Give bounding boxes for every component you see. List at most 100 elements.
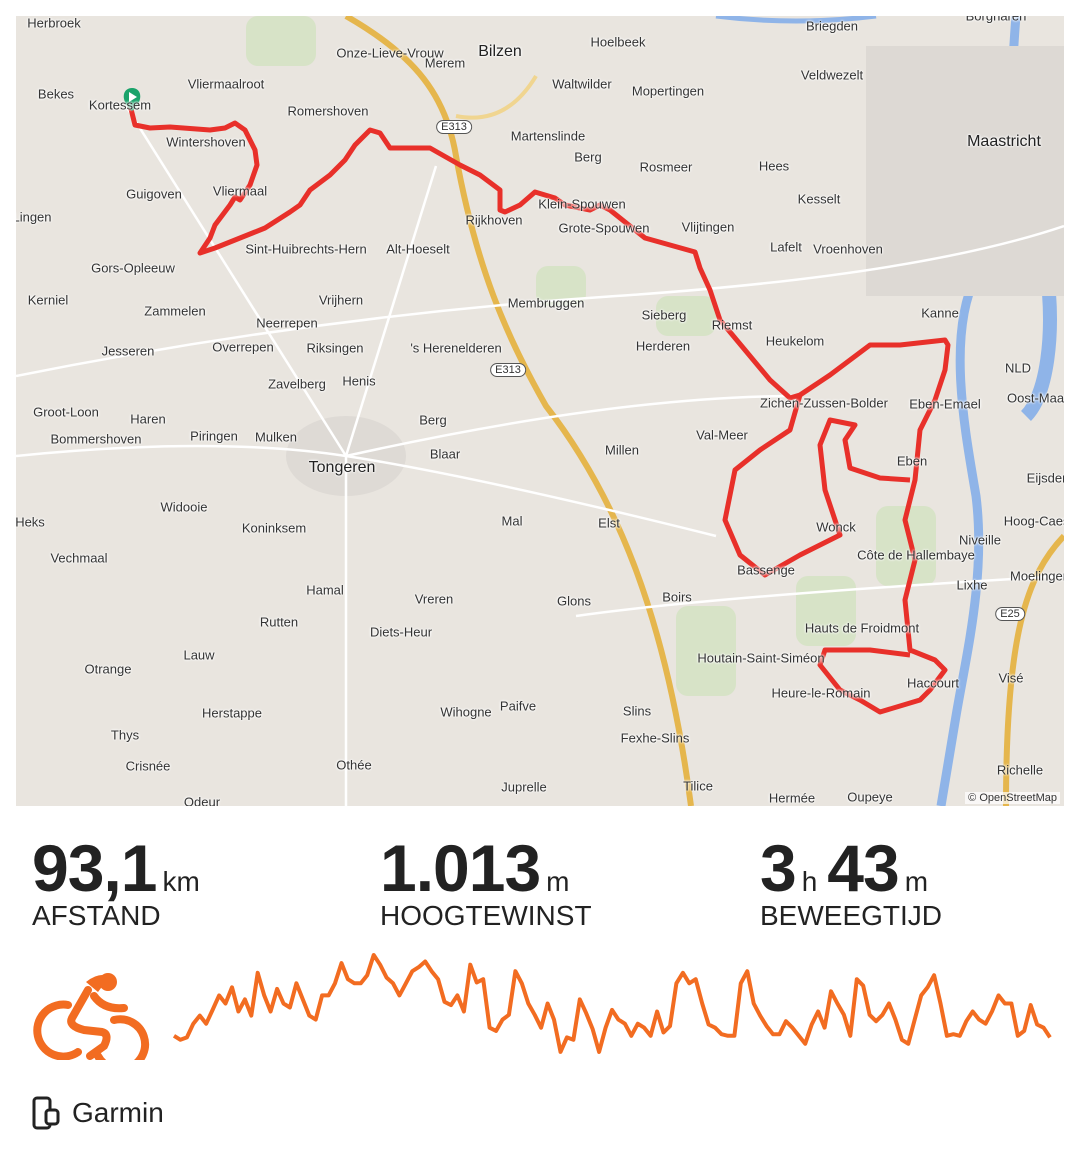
place-label: Vlijtingen bbox=[681, 219, 735, 235]
place-label: Gors-Opleeuw bbox=[91, 260, 175, 276]
place-label: Richelle bbox=[996, 762, 1044, 778]
forest-area bbox=[676, 606, 736, 696]
place-label: Sint-Huibrechts-Hern bbox=[245, 241, 367, 257]
route-map[interactable]: Herbroek Bekes Kortessem Vliermaalroot Onze-… bbox=[16, 16, 1064, 806]
place-label: Bekes bbox=[37, 86, 75, 102]
place-label: Onze-Lieve-Vrouw bbox=[336, 45, 444, 61]
place-label: Rosmeer bbox=[639, 159, 693, 175]
place-label: NLD bbox=[1004, 360, 1032, 376]
place-label: Overrepen bbox=[212, 339, 274, 355]
place-label: Waltwilder bbox=[552, 76, 612, 92]
place-label: Odeur bbox=[183, 794, 221, 807]
place-label: Piringen bbox=[190, 428, 238, 444]
place-label: Vliermaal bbox=[212, 183, 268, 199]
place-label: Mal bbox=[501, 513, 523, 529]
place-label: Othée bbox=[336, 757, 372, 773]
place-label: Haren bbox=[130, 411, 166, 427]
road-shield: E313 bbox=[490, 363, 526, 377]
place-label: Juprelle bbox=[501, 779, 547, 795]
route-line bbox=[722, 394, 911, 578]
place-label: Kerniel bbox=[27, 292, 69, 308]
road bbox=[16, 224, 1064, 378]
road-shield: E25 bbox=[995, 607, 1025, 621]
place-label: Riemst bbox=[711, 317, 753, 333]
place-label: Herbroek bbox=[27, 16, 81, 31]
place-label: Grote-Spouwen bbox=[558, 220, 650, 236]
place-label: Tilice bbox=[683, 778, 713, 794]
place-label: Heure-le-Romain bbox=[771, 685, 871, 701]
place-label: Bassenge bbox=[737, 562, 795, 578]
place-label: Haccourt bbox=[906, 675, 960, 691]
forest-area bbox=[536, 266, 586, 306]
place-label: Mulken bbox=[255, 429, 297, 445]
place-label: Martenslinde bbox=[510, 128, 586, 144]
place-label: Val-Meer bbox=[696, 427, 748, 443]
map-canvas bbox=[16, 16, 1064, 806]
place-label: Neerrepen bbox=[256, 315, 318, 331]
road bbox=[575, 574, 1064, 618]
road bbox=[455, 74, 538, 120]
place-label: Millen bbox=[605, 442, 639, 458]
place-label: Blaar bbox=[429, 446, 461, 462]
place-label: Thys bbox=[110, 727, 140, 743]
place-label: Niveille bbox=[959, 532, 1001, 548]
place-label: Oupeye bbox=[847, 789, 893, 805]
road-shield: E313 bbox=[436, 120, 472, 134]
place-label: Slins bbox=[622, 703, 652, 719]
forest-area bbox=[656, 296, 716, 336]
place-label: Berg bbox=[574, 149, 602, 165]
place-label: Berg bbox=[419, 412, 447, 428]
place-label: Sieberg bbox=[641, 307, 687, 323]
place-label: Briegden bbox=[805, 18, 859, 34]
place-label: Kortessem bbox=[88, 97, 152, 113]
place-label: Vreren bbox=[414, 591, 454, 607]
stat-moving-time: 3 h 43 m BEWEEGTIJD bbox=[760, 831, 943, 931]
place-label: Vroenhoven bbox=[813, 241, 883, 257]
place-label: Elst bbox=[598, 515, 620, 531]
place-label: Riksingen bbox=[306, 340, 364, 356]
place-label: Henis bbox=[342, 373, 376, 389]
place-label: Maastricht bbox=[967, 133, 1041, 150]
play-icon bbox=[129, 92, 137, 102]
device-name: Garmin bbox=[72, 1097, 164, 1128]
road bbox=[344, 165, 438, 457]
place-label: Lafelt bbox=[770, 239, 802, 255]
road bbox=[345, 394, 797, 458]
place-label: Bommershoven bbox=[50, 431, 142, 447]
place-label: Hees bbox=[758, 158, 790, 174]
urban-area bbox=[866, 46, 1064, 296]
place-label: Mopertingen bbox=[631, 83, 705, 99]
map-attribution[interactable]: © OpenStreetMap bbox=[965, 792, 1060, 804]
place-label: Hoelbeek bbox=[590, 34, 646, 50]
place-label: Guigoven bbox=[126, 186, 182, 202]
elevation-profile bbox=[172, 953, 1052, 1054]
place-label: Côte de Hallembaye bbox=[857, 547, 975, 563]
place-label: Klein-Spouwen bbox=[538, 196, 626, 212]
place-label: Kesselt bbox=[797, 191, 841, 207]
place-label: Borgharen bbox=[965, 16, 1027, 24]
place-label: Eijsden bbox=[1026, 470, 1064, 486]
place-label: Rijkhoven bbox=[465, 212, 523, 228]
place-label: Membruggen bbox=[507, 295, 585, 311]
place-label: Jesseren bbox=[101, 343, 155, 359]
place-label: Zavelberg bbox=[268, 376, 326, 392]
place-label: Bilzen bbox=[478, 43, 522, 60]
device-icon bbox=[32, 1096, 60, 1130]
route-line bbox=[127, 104, 951, 715]
canal bbox=[715, 16, 877, 24]
place-label: Kanne bbox=[921, 305, 959, 321]
place-label: Vliermaalroot bbox=[187, 76, 265, 92]
place-label: Hamal bbox=[306, 582, 344, 598]
place-label: Houtain-Saint-Siméon bbox=[697, 650, 825, 666]
place-label: Boirs bbox=[662, 589, 692, 605]
place-label: Hauts de Froidmont bbox=[804, 620, 920, 636]
place-label: Vechmaal bbox=[50, 550, 108, 566]
place-label: Lingen bbox=[16, 209, 52, 225]
motorway-e313 bbox=[344, 16, 694, 806]
forest-area bbox=[246, 16, 316, 66]
place-label: Eben bbox=[896, 453, 928, 469]
place-label: Otrange bbox=[84, 661, 132, 677]
road bbox=[124, 105, 348, 457]
place-label: 's Herenelderen bbox=[410, 340, 502, 356]
place-label: Widooie bbox=[160, 499, 208, 515]
